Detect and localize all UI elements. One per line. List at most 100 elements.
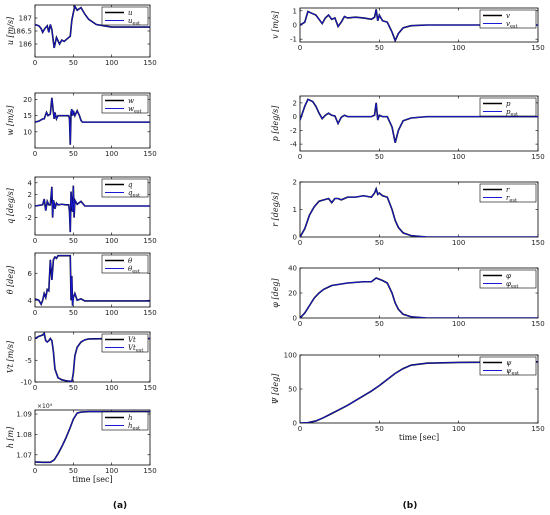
y-tick-label: 2 (293, 99, 297, 107)
x-tick-label: 0 (33, 384, 37, 392)
x-tick-label: 150 (143, 237, 156, 245)
y-tick-label: 20 (23, 96, 32, 104)
x-tick-label: 50 (375, 425, 384, 433)
y-tick-label: 1 (293, 7, 297, 15)
x-tick-label: 50 (69, 150, 78, 158)
x-tick-label: 0 (33, 150, 37, 158)
legend-entry: p (506, 100, 511, 108)
x-tick-label: 0 (298, 239, 302, 247)
legend-entry: ψest (506, 367, 519, 377)
y-tick-label: -10 (21, 379, 32, 387)
x-tick-label: 0 (298, 320, 302, 328)
legend-entry: h (128, 414, 133, 422)
y-tick-label: 20 (288, 290, 297, 298)
y-tick-label: 186 (19, 41, 33, 49)
series-line-estimate (300, 187, 538, 237)
y-tick-label: 187 (19, 15, 32, 23)
x-tick-label: 100 (105, 150, 118, 158)
y-tick-label: 0 (293, 113, 297, 121)
y-axis-label: v [m/s] (271, 10, 280, 39)
legend-entry: Vtest (128, 344, 143, 354)
x-tick-label: 150 (531, 425, 544, 433)
y-tick-label: 1 (293, 206, 297, 214)
series-line-estimate (35, 97, 150, 145)
y-tick-label: 4 (28, 297, 33, 305)
x-tick-label: 50 (375, 239, 384, 247)
y-axis-label: Vt [m/s] (6, 340, 15, 373)
x-tick-label: 50 (69, 59, 78, 67)
series-line-estimate (35, 255, 150, 306)
series-line-estimate (35, 332, 150, 382)
y-tick-label: -4 (290, 141, 298, 149)
y-tick-label: 15 (23, 112, 32, 120)
axis-exponent-label: ×10⁴ (37, 403, 53, 410)
x-tick-label: 150 (143, 150, 156, 158)
legend-box (101, 411, 149, 431)
x-tick-label: 0 (298, 425, 302, 433)
y-tick-label: 1.07 (16, 451, 32, 459)
x-tick-label: 150 (531, 153, 544, 161)
legend-entry: qest (128, 189, 140, 199)
legend-entry: Vt (128, 336, 136, 344)
x-tick-label: 0 (33, 309, 37, 317)
x-tick-label: 100 (452, 425, 465, 433)
y-tick-label: 1.08 (16, 431, 32, 439)
legend-entry: west (128, 105, 142, 115)
x-tick-label: 50 (69, 384, 78, 392)
x-tick-label: 0 (33, 59, 37, 67)
x-tick-label: 150 (143, 309, 156, 317)
x-tick-label: 100 (452, 153, 465, 161)
y-tick-label: 0 (293, 234, 297, 242)
y-tick-label: 2 (28, 191, 32, 199)
legend-entry: uest (128, 17, 140, 27)
series-line-estimate (35, 5, 150, 48)
y-axis-label: q [deg/s] (6, 187, 15, 224)
x-tick-label: 100 (105, 467, 118, 475)
y-tick-label: 40 (288, 265, 297, 273)
x-tick-label: 150 (143, 384, 156, 392)
legend-entry: pest (506, 108, 518, 118)
y-tick-label: 0 (293, 22, 297, 30)
x-tick-label: 100 (105, 59, 118, 67)
legend-entry: ψ (506, 359, 512, 367)
legend-entry: θest (128, 265, 140, 275)
y-tick-label: -5 (25, 357, 32, 365)
series-line-estimate (300, 98, 538, 143)
panel-label-b: (b) (403, 501, 418, 511)
x-tick-label: 50 (69, 467, 78, 475)
y-axis-label: h [m] (6, 426, 15, 448)
legend-entry: rest (506, 194, 517, 204)
x-axis-label: time [sec] (72, 475, 112, 484)
series-line-estimate (300, 9, 538, 42)
y-tick-label: 2 (293, 179, 297, 187)
y-tick-label: 10 (23, 128, 32, 136)
y-tick-label: 0 (28, 203, 32, 211)
x-tick-label: 100 (105, 309, 118, 317)
x-tick-label: 50 (69, 237, 78, 245)
y-axis-label: θ [deg] (6, 265, 15, 294)
x-tick-label: 100 (105, 384, 118, 392)
x-tick-label: 50 (375, 44, 384, 52)
x-tick-label: 50 (375, 153, 384, 161)
series-line-estimate (35, 185, 150, 233)
y-tick-label: 4 (28, 179, 33, 187)
y-tick-label: 50 (288, 386, 297, 394)
legend-entry: r (506, 186, 510, 194)
legend-entry: vest (506, 20, 518, 30)
